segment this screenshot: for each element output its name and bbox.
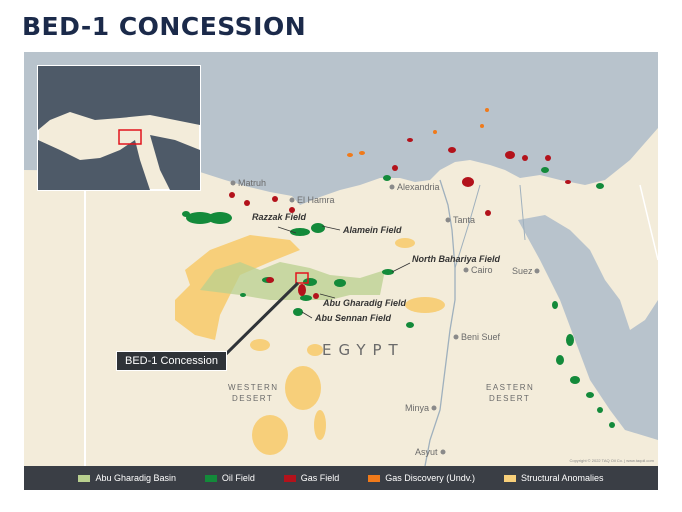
city-suez: Suez: [512, 266, 533, 276]
legend: Abu Gharadig Basin Oil Field Gas Field G…: [24, 466, 658, 490]
oil-fields: [182, 167, 615, 428]
inset-location-box: [118, 129, 142, 145]
copyright: Copyright © 2022 TAQ Oil Co. | www.taqoi…: [569, 458, 654, 463]
abu-gharadig-basin: [200, 262, 385, 300]
city-asyut: Asyut: [415, 447, 438, 457]
label-abu-gharadig-field: Abu Gharadig Field: [322, 298, 407, 308]
legend-gas-discovery: Gas Discovery (Undv.): [368, 473, 475, 483]
city-beni-suef: Beni Suef: [461, 332, 501, 342]
city-matruh: Matruh: [238, 178, 266, 188]
city-cairo: Cairo: [471, 265, 493, 275]
inset-world-map: [37, 65, 201, 191]
legend-structural-anomalies: Structural Anomalies: [503, 473, 604, 483]
legend-abu-gharadig-basin: Abu Gharadig Basin: [78, 473, 176, 483]
region-eastern-2: DESERT: [489, 394, 530, 403]
city-el-hamra: El Hamra: [297, 195, 335, 205]
bed1-concession-callout: BED-1 Concession: [116, 351, 227, 371]
region-western-2: DESERT: [232, 394, 273, 403]
city-minya: Minya: [405, 403, 429, 413]
gas-fields: [229, 138, 571, 299]
region-western: WESTERN: [228, 383, 279, 392]
city-tanta: Tanta: [453, 215, 475, 225]
city-alexandria: Alexandria: [397, 182, 440, 192]
country-label: EGYPT: [322, 341, 405, 359]
label-abu-sennan-field: Abu Sennan Field: [314, 313, 392, 323]
gulf-of-suez: [518, 215, 658, 440]
page-title: BED-1 CONCESSION: [22, 12, 307, 41]
legend-gas-field: Gas Field: [283, 473, 339, 483]
gas-discoveries: [347, 108, 489, 157]
label-alamein-field: Alamein Field: [342, 225, 402, 235]
legend-oil-field: Oil Field: [204, 473, 255, 483]
region-eastern: EASTERN: [486, 383, 534, 392]
label-razzak-field: Razzak Field: [252, 212, 307, 222]
label-north-bahariya-field: North Bahariya Field: [412, 254, 501, 264]
structural-anomalies: [175, 235, 445, 455]
bed1-concession-box[interactable]: [295, 272, 309, 284]
nile-river: [424, 179, 456, 466]
